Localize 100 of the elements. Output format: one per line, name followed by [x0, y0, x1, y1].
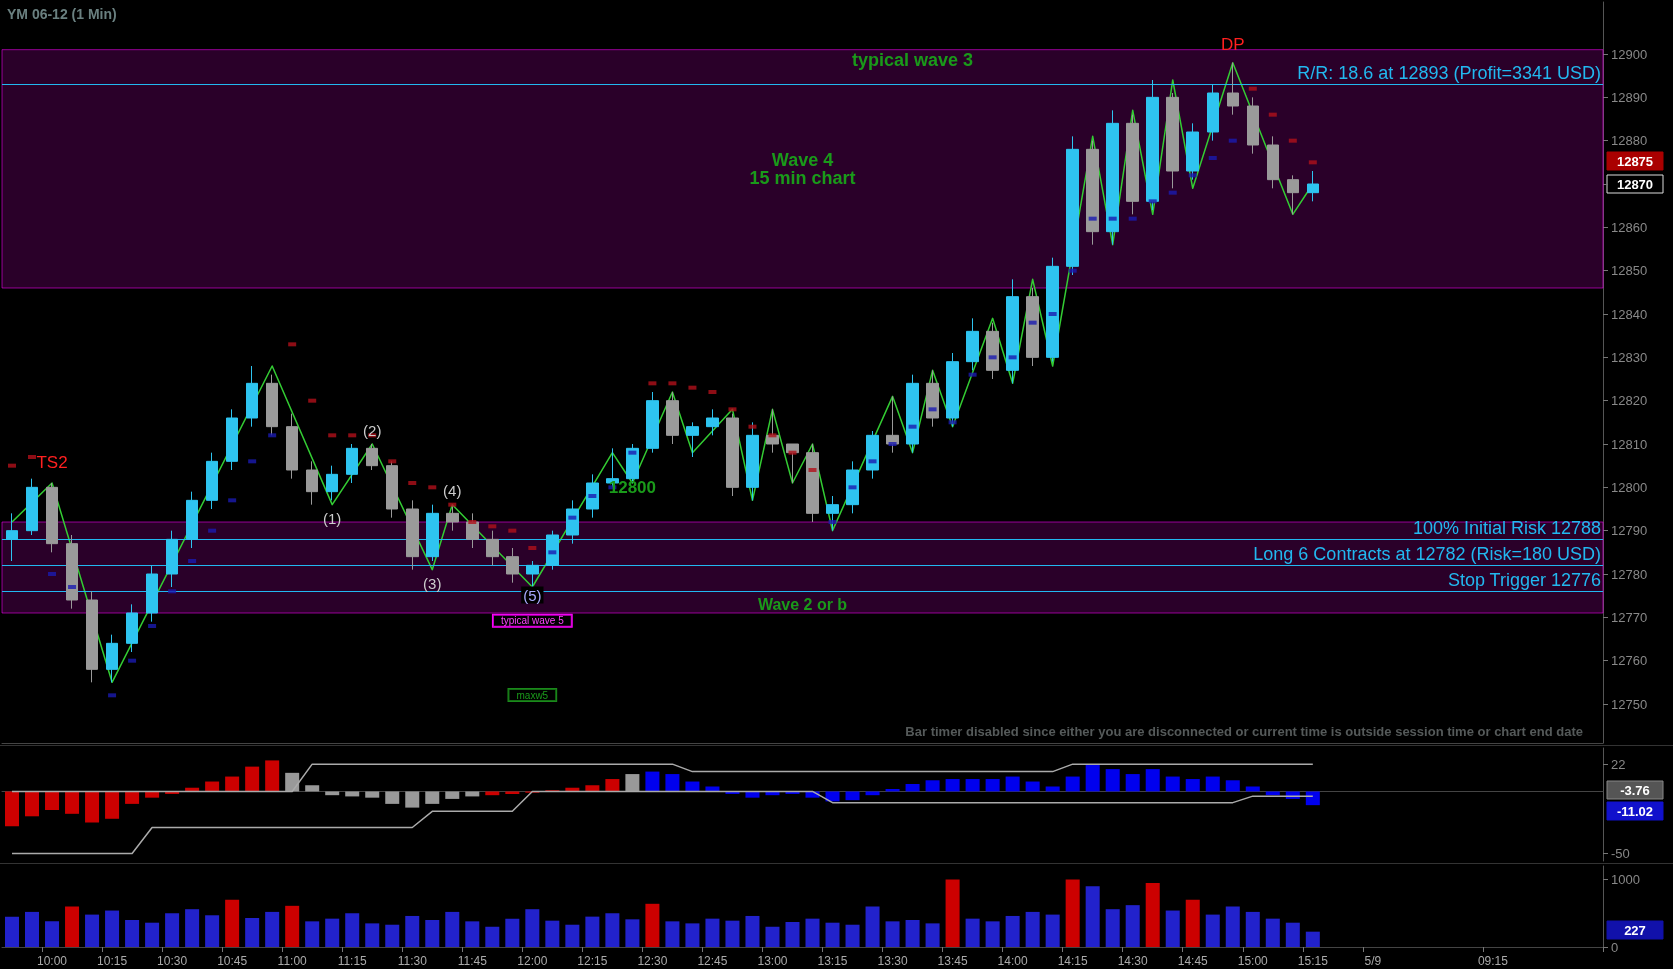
x-tick-label: 10:45	[217, 954, 248, 968]
candlestick	[1267, 135, 1279, 189]
bar	[825, 791, 840, 802]
ref-line-label: R/R: 18.6 at 12893 (Profit=3341 USD)	[1297, 63, 1601, 84]
bar	[325, 791, 340, 796]
bar	[865, 791, 880, 796]
ref-line-label: Stop Trigger 12776	[1447, 570, 1601, 591]
bar	[745, 915, 760, 947]
ref-line-label: Long 6 Contracts at 12782 (Risk=180 USD)	[1253, 544, 1601, 565]
bar	[285, 772, 300, 792]
bar	[165, 913, 180, 947]
bar	[185, 909, 200, 947]
candlestick	[246, 365, 258, 428]
bar	[25, 791, 40, 817]
line-series	[11, 790, 1314, 855]
x-tick-label: 13:30	[877, 954, 908, 968]
candlestick	[466, 512, 479, 549]
x-tick-label: 12:00	[517, 954, 548, 968]
candlestick	[906, 374, 919, 454]
annotation: (3)	[423, 575, 442, 593]
bar	[125, 791, 140, 804]
candlestick	[126, 603, 138, 653]
y-tick-label: 12780	[1611, 566, 1648, 582]
x-tick-label: 14:45	[1177, 954, 1209, 968]
annotation: (4)	[443, 482, 462, 500]
bar	[485, 791, 500, 796]
annotation: 12800	[608, 477, 657, 497]
x-tick-label: 12:15	[577, 954, 608, 968]
bar	[1085, 764, 1100, 792]
x-tick-label: 5/9	[1364, 954, 1382, 968]
y-tick-label: 12760	[1611, 653, 1648, 669]
candlestick	[806, 443, 819, 523]
bar	[45, 921, 60, 947]
y-tick-label: 0	[1611, 939, 1619, 955]
band-label: Wave 2 or b	[757, 596, 848, 613]
text: 12875	[1616, 153, 1654, 169]
bar	[65, 906, 80, 947]
bar	[1145, 882, 1160, 947]
candlestick	[686, 421, 699, 458]
bar	[425, 920, 440, 947]
bar	[925, 923, 940, 947]
x-tick-label: 14:30	[1117, 954, 1149, 968]
bar	[1225, 780, 1240, 792]
bar	[1025, 911, 1040, 947]
candlestick	[46, 482, 58, 553]
candlestick	[306, 460, 318, 506]
x-tick-label: 10:00	[37, 954, 68, 968]
candlestick	[446, 504, 459, 532]
candlestick	[1126, 114, 1139, 215]
candlestick	[1287, 174, 1299, 215]
bar	[445, 911, 460, 947]
bar	[1305, 931, 1320, 947]
bar	[645, 903, 660, 947]
bar	[505, 918, 520, 947]
bar	[785, 922, 800, 947]
annotation: maxw5	[516, 689, 549, 701]
candlestick	[1227, 62, 1239, 116]
bar	[485, 926, 500, 947]
bar	[1245, 911, 1260, 947]
y-tick-label: 12860	[1611, 219, 1648, 235]
bar	[985, 779, 1000, 792]
candlestick	[646, 391, 659, 454]
bar	[845, 924, 860, 947]
candlestick	[26, 478, 38, 536]
x-tick-label: 11:15	[337, 954, 368, 968]
bar	[965, 918, 980, 947]
candlestick	[106, 634, 118, 683]
bar	[205, 915, 220, 947]
bar	[225, 776, 240, 792]
candlestick	[926, 369, 939, 428]
x-tick-label: 11:00	[277, 954, 308, 968]
x-tick-label: 09:15	[1477, 954, 1509, 968]
bar	[685, 923, 700, 947]
bar	[1265, 918, 1280, 947]
candlestick	[1186, 122, 1199, 181]
bar	[625, 919, 640, 947]
bar	[465, 791, 480, 797]
bar	[665, 774, 680, 792]
x-tick-label: 15:00	[1237, 954, 1269, 968]
bar	[885, 921, 900, 947]
bar	[305, 785, 320, 792]
bar	[1285, 922, 1300, 947]
y-tick-label: 12830	[1611, 349, 1648, 365]
bar	[545, 920, 560, 947]
bar	[1305, 791, 1320, 806]
candlestick	[1247, 96, 1259, 155]
chart-title: YM 06-12 (1 Min)	[7, 6, 117, 22]
bar	[245, 766, 260, 792]
candlestick	[486, 530, 499, 566]
candlestick	[586, 473, 599, 519]
bar	[865, 906, 880, 947]
candlestick	[66, 534, 78, 610]
y-tick-label: 12900	[1611, 46, 1648, 62]
bar	[405, 791, 420, 808]
bar	[1185, 899, 1200, 947]
candlestick	[506, 547, 519, 584]
annotation: (1)	[323, 510, 342, 528]
bar	[145, 922, 160, 947]
candlestick	[1106, 109, 1119, 246]
x-tick-label: 15:15	[1297, 954, 1329, 968]
